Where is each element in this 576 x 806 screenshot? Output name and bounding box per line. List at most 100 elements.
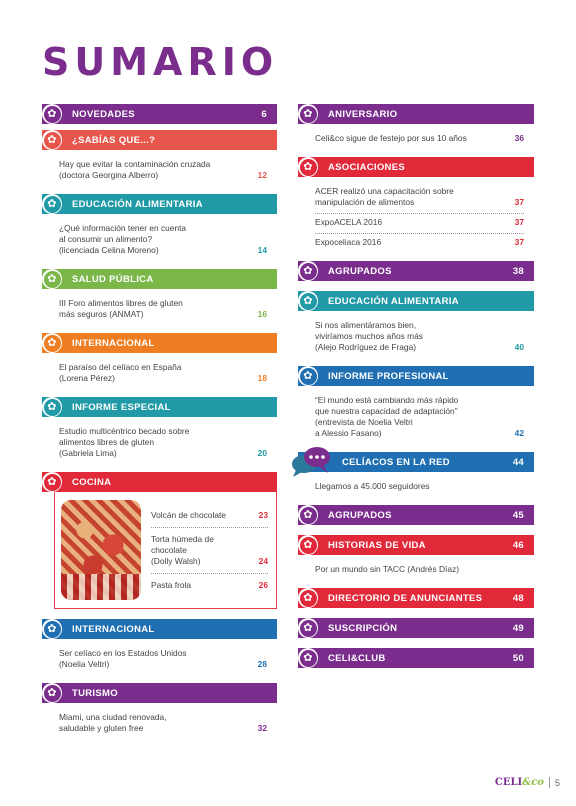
flower-icon: ✿ <box>42 194 62 214</box>
section-aniversario: ✿ ANIVERSARIO Celi&co sigue de festejo por… <box>298 104 534 151</box>
entry-page-number: 20 <box>257 448 267 458</box>
toc-entry[interactable]: Estudio multicéntrico becado sobre alime… <box>59 423 267 464</box>
section-entries: Llegamos a 45.000 seguidores <box>298 472 534 499</box>
right-column: ✿ ANIVERSARIO Celi&co sigue de festejo por… <box>292 104 534 678</box>
section-page-number: 49 <box>512 622 524 634</box>
footer-divider <box>548 777 550 788</box>
section-header-turismo[interactable]: ✿ TURISMO <box>42 683 277 703</box>
entry-page-number: 18 <box>257 373 267 383</box>
flower-icon: ✿ <box>42 130 62 150</box>
section-novedades: ✿ NOVEDADES 6 <box>42 104 277 124</box>
entry-page-number: 28 <box>257 659 267 669</box>
entry-title: Por un mundo sin TACC (Andrés Díaz) <box>315 564 459 574</box>
section-title: CELÍACOS EN LA RED <box>342 456 450 468</box>
toc-entry[interactable]: Por un mundo sin TACC (Andrés Díaz) <box>315 561 524 580</box>
toc-entry[interactable]: Torta húmeda de chocolate (Dolly Walsh) 2… <box>151 528 268 574</box>
section-entries: ¿Qué información tener en cuenta al cons… <box>42 214 277 263</box>
section-title: EDUCACIÓN ALIMENTARIA <box>328 295 459 307</box>
section-header-educacion-alimentaria[interactable]: ✿ EDUCACIÓN ALIMENTARIA <box>298 291 534 311</box>
entry-title: ExpoACELA 2016 <box>315 217 383 227</box>
section-directorio-de-anunciantes: ✿ DIRECTORIO DE ANUNCIANTES 48 <box>298 588 534 608</box>
entry-page-number: 23 <box>258 509 268 520</box>
section-title: AGRUPADOS <box>328 509 392 521</box>
toc-entry[interactable]: Llegamos a 45.000 seguidores <box>315 478 524 497</box>
section-header-aniversario[interactable]: ✿ ANIVERSARIO <box>298 104 534 124</box>
section-entries: “El mundo está cambiando más rápido que … <box>298 386 534 446</box>
entry-title: Ser celíaco en los Estados Unidos (Noeli… <box>59 648 187 669</box>
section-celiacos-en-la-red: CELÍACOS EN LA RED 44 Llegamos a 45.000 se… <box>292 447 534 499</box>
entry-title: ¿Qué información tener en cuenta al cons… <box>59 223 187 255</box>
section-title: SUSCRIPCIÓN <box>328 622 398 634</box>
entry-title: Pasta frola <box>151 579 192 590</box>
section-title: NOVEDADES <box>72 108 135 120</box>
entry-page-number: 37 <box>514 197 524 207</box>
section-title: INTERNACIONAL <box>72 623 155 635</box>
section-header-internacional[interactable]: ✿ INTERNACIONAL <box>42 333 277 353</box>
toc-entry[interactable]: ACER realizó una capacitación sobre mani… <box>315 183 524 214</box>
section-title: ANIVERSARIO <box>328 108 398 120</box>
section-entries: ACER realizó una capacitación sobre mani… <box>298 177 534 255</box>
toc-entry[interactable]: Volcán de chocolate 23 <box>151 504 268 528</box>
flower-icon: ✿ <box>298 291 318 311</box>
entry-title: Llegamos a 45.000 seguidores <box>315 481 430 491</box>
entry-title: Estudio multicéntrico becado sobre alime… <box>59 426 190 458</box>
entry-page-number: 42 <box>514 428 524 438</box>
section-entries: Por un mundo sin TACC (Andrés Díaz) <box>298 555 534 582</box>
flower-icon: ✿ <box>42 472 62 492</box>
section-header-cocina[interactable]: ✿ COCINA <box>42 472 277 492</box>
entry-title: El paraíso del celíaco en España (Lorena… <box>59 362 182 383</box>
section-header-celiacos-en-la-red[interactable]: CELÍACOS EN LA RED 44 <box>292 447 534 477</box>
flower-icon: ✿ <box>298 157 318 177</box>
section-header-asociaciones[interactable]: ✿ ASOCIACIONES <box>298 157 534 177</box>
chat-bubbles-icon <box>292 447 330 477</box>
entry-page-number: 37 <box>514 237 524 247</box>
toc-entry[interactable]: Expoceliaca 2016 37 <box>315 234 524 253</box>
section-page-number: 44 <box>512 456 524 468</box>
section-educacion-alimentaria: ✿ EDUCACIÓN ALIMENTARIA ¿Qué información t… <box>42 194 277 263</box>
flower-icon: ✿ <box>298 505 318 525</box>
section-sabias-que: ✿ ¿SABÍAS QUE...? Hay que evitar la contam… <box>42 130 277 188</box>
section-header-novedades[interactable]: ✿ NOVEDADES 6 <box>42 104 277 124</box>
left-column: ✿ NOVEDADES 6 ✿ ¿SABÍAS QUE...? Hay que evita… <box>42 104 277 747</box>
section-cocina: ✿ COCINA Volcán de chocolate 23 Torta húmeda… <box>42 472 277 609</box>
entry-title: III Foro alimentos libres de gluten más … <box>59 298 183 319</box>
section-title: INFORME ESPECIAL <box>72 401 171 413</box>
section-internacional: ✿ INTERNACIONAL Ser celíaco en los Estados… <box>42 619 277 677</box>
toc-entry[interactable]: Pasta frola 26 <box>151 574 268 597</box>
toc-entry[interactable]: III Foro alimentos libres de gluten más … <box>59 295 267 325</box>
section-header-agrupados[interactable]: ✿ AGRUPADOS 45 <box>298 505 534 525</box>
toc-entry[interactable]: Ser celíaco en los Estados Unidos (Noeli… <box>59 645 267 675</box>
section-educacion-alimentaria: ✿ EDUCACIÓN ALIMENTARIA Si nos alimentáram… <box>298 291 534 360</box>
section-header-salud-publica[interactable]: ✿ SALUD PÚBLICA <box>42 269 277 289</box>
section-header-directorio-de-anunciantes[interactable]: ✿ DIRECTORIO DE ANUNCIANTES 48 <box>298 588 534 608</box>
toc-entry[interactable]: Celi&co sigue de festejo por sus 10 años… <box>315 130 524 149</box>
section-suscripcion: ✿ SUSCRIPCIÓN 49 <box>298 618 534 638</box>
toc-entry[interactable]: Miami, una ciudad renovada, saludable y … <box>59 709 267 739</box>
page-title: SUMARIO <box>42 40 279 84</box>
section-header-celi-club[interactable]: ✿ CELI&CLUB 50 <box>298 648 534 668</box>
toc-entry[interactable]: ExpoACELA 2016 37 <box>315 214 524 234</box>
section-header-informe-profesional[interactable]: ✿ INFORME PROFESIONAL <box>298 366 534 386</box>
toc-entry[interactable]: Hay que evitar la contaminación cruzada … <box>59 156 267 186</box>
section-header-educacion-alimentaria[interactable]: ✿ EDUCACIÓN ALIMENTARIA <box>42 194 277 214</box>
toc-entry[interactable]: “El mundo está cambiando más rápido que … <box>315 392 524 444</box>
toc-entry[interactable]: El paraíso del celíaco en España (Lorena… <box>59 359 267 389</box>
section-title: AGRUPADOS <box>328 265 392 277</box>
toc-entry[interactable]: Si nos alimentáramos bien, viviríamos mu… <box>315 317 524 358</box>
section-header-historias-de-vida[interactable]: ✿ HISTORIAS DE VIDA 46 <box>298 535 534 555</box>
entry-title: ACER realizó una capacitación sobre mani… <box>315 186 454 207</box>
section-header-internacional[interactable]: ✿ INTERNACIONAL <box>42 619 277 639</box>
section-header-suscripcion[interactable]: ✿ SUSCRIPCIÓN 49 <box>298 618 534 638</box>
section-entries: Estudio multicéntrico becado sobre alime… <box>42 417 277 466</box>
section-header-informe-especial[interactable]: ✿ INFORME ESPECIAL <box>42 397 277 417</box>
page-number: 5 <box>554 777 560 788</box>
section-title: DIRECTORIO DE ANUNCIANTES <box>328 592 483 604</box>
section-header-agrupados[interactable]: ✿ AGRUPADOS 38 <box>298 261 534 281</box>
toc-entry[interactable]: ¿Qué información tener en cuenta al cons… <box>59 220 267 261</box>
entry-page-number: 40 <box>514 342 524 352</box>
section-turismo: ✿ TURISMO Miami, una ciudad renovada, salu… <box>42 683 277 741</box>
section-entries: Ser celíaco en los Estados Unidos (Noeli… <box>42 639 277 677</box>
section-title: HISTORIAS DE VIDA <box>328 539 426 551</box>
section-entries: Miami, una ciudad renovada, saludable y … <box>42 703 277 741</box>
section-header-sabias-que[interactable]: ✿ ¿SABÍAS QUE...? <box>42 130 277 150</box>
